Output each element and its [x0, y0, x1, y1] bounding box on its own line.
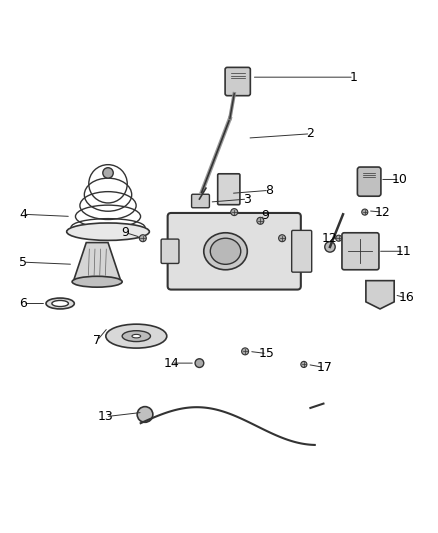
Ellipse shape	[106, 324, 167, 348]
Circle shape	[279, 235, 286, 241]
Circle shape	[301, 361, 307, 367]
Text: 12: 12	[322, 232, 338, 245]
Circle shape	[103, 168, 113, 178]
FancyBboxPatch shape	[191, 194, 209, 208]
Ellipse shape	[46, 298, 74, 309]
Text: 1: 1	[350, 71, 358, 84]
Text: 7: 7	[93, 334, 101, 347]
Circle shape	[336, 235, 342, 241]
Circle shape	[137, 407, 153, 422]
Text: 3: 3	[244, 192, 251, 206]
Text: 9: 9	[261, 208, 268, 222]
FancyBboxPatch shape	[225, 67, 251, 96]
Text: 15: 15	[259, 347, 275, 360]
Polygon shape	[73, 243, 121, 282]
Text: 4: 4	[19, 208, 27, 221]
Text: 6: 6	[19, 297, 27, 310]
FancyBboxPatch shape	[161, 239, 179, 263]
Text: 17: 17	[316, 361, 332, 374]
Ellipse shape	[52, 301, 68, 306]
Text: 12: 12	[374, 206, 390, 219]
Text: 8: 8	[265, 184, 273, 197]
Text: 9: 9	[121, 226, 129, 239]
FancyBboxPatch shape	[342, 233, 379, 270]
Text: 16: 16	[398, 292, 414, 304]
FancyBboxPatch shape	[168, 213, 301, 289]
Circle shape	[195, 359, 204, 367]
Circle shape	[242, 348, 249, 355]
Ellipse shape	[204, 233, 247, 270]
Text: 5: 5	[19, 256, 27, 269]
Text: 11: 11	[396, 245, 412, 258]
Circle shape	[231, 208, 238, 215]
Text: 13: 13	[98, 410, 114, 423]
FancyBboxPatch shape	[357, 167, 381, 196]
Circle shape	[257, 217, 264, 224]
Ellipse shape	[67, 223, 149, 240]
Ellipse shape	[132, 334, 141, 338]
Text: 2: 2	[307, 127, 314, 140]
Circle shape	[139, 235, 146, 241]
Polygon shape	[366, 281, 394, 309]
Ellipse shape	[72, 276, 122, 287]
Ellipse shape	[122, 330, 150, 342]
Text: 10: 10	[392, 173, 407, 186]
Ellipse shape	[210, 238, 241, 264]
Circle shape	[362, 209, 368, 215]
FancyBboxPatch shape	[292, 230, 312, 272]
Circle shape	[325, 241, 335, 252]
Text: 14: 14	[163, 357, 179, 369]
FancyBboxPatch shape	[218, 174, 240, 205]
